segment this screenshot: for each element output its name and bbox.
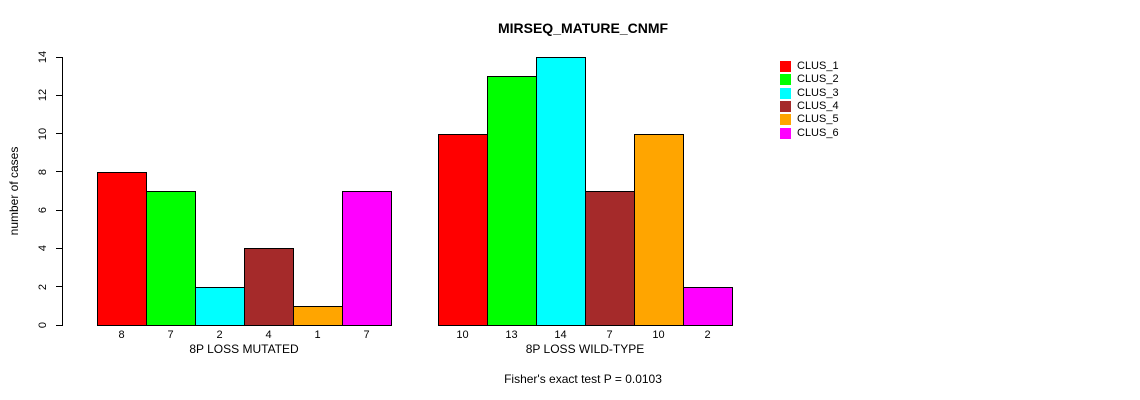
bar-value-label: 13 xyxy=(505,329,518,341)
y-axis-title: number of cases xyxy=(7,146,21,236)
bar-value-label: 10 xyxy=(652,329,665,341)
y-tick-mark xyxy=(56,56,62,58)
y-tick-label: 14 xyxy=(37,50,49,64)
y-tick-mark xyxy=(56,133,62,135)
y-tick-label: 8 xyxy=(37,168,49,175)
y-tick-mark xyxy=(56,94,62,96)
y-tick-mark xyxy=(56,324,62,326)
legend-swatch xyxy=(780,74,791,86)
bar-value-label: 4 xyxy=(265,329,272,341)
bar xyxy=(683,286,733,326)
bar xyxy=(585,191,635,326)
y-tick-label: 2 xyxy=(37,283,49,290)
y-tick-label: 4 xyxy=(37,245,49,252)
y-tick-mark xyxy=(56,247,62,249)
group-label: 8P LOSS WILD-TYPE xyxy=(525,342,645,356)
y-tick-label: 6 xyxy=(37,207,49,214)
bar xyxy=(293,305,343,326)
bar-value-label: 7 xyxy=(167,329,174,341)
bar-value-label: 7 xyxy=(363,329,370,341)
bar-value-label: 8 xyxy=(118,329,125,341)
legend-swatch xyxy=(780,127,791,139)
chart-title: MIRSEQ_MATURE_CNMF xyxy=(497,20,669,36)
legend-label: CLUS_2 xyxy=(797,73,839,86)
bar xyxy=(342,191,392,326)
bar xyxy=(536,57,586,326)
y-tick-mark xyxy=(56,209,62,211)
bar-value-label: 7 xyxy=(606,329,613,341)
legend-label: CLUS_5 xyxy=(797,113,839,126)
y-axis-line xyxy=(62,57,63,326)
legend-swatch xyxy=(780,114,791,126)
annotation-text: Fisher's exact test P = 0.0103 xyxy=(504,372,662,386)
bar-value-label: 2 xyxy=(216,329,223,341)
bar-value-label: 2 xyxy=(704,329,711,341)
bar xyxy=(195,286,245,326)
bar xyxy=(146,191,196,326)
legend-label: CLUS_1 xyxy=(797,60,839,72)
legend-label: CLUS_6 xyxy=(797,126,839,139)
bar-value-label: 10 xyxy=(456,329,469,341)
y-tick-label: 10 xyxy=(37,127,49,140)
legend-swatch xyxy=(780,100,791,112)
bar xyxy=(634,133,684,326)
bar xyxy=(487,76,537,326)
y-tick-mark xyxy=(56,171,62,173)
y-tick-mark xyxy=(56,286,62,288)
bar xyxy=(438,133,488,326)
bar xyxy=(244,248,294,326)
y-tick-label: 12 xyxy=(37,89,49,102)
legend-label: CLUS_3 xyxy=(797,86,839,99)
legend-swatch xyxy=(780,61,791,72)
bar-value-label: 1 xyxy=(314,329,321,341)
y-tick-label: 0 xyxy=(37,321,49,329)
group-label: 8P LOSS MUTATED xyxy=(189,342,299,356)
legend-swatch xyxy=(780,87,791,99)
bar-value-label: 14 xyxy=(554,329,567,341)
legend-label: CLUS_4 xyxy=(797,99,839,112)
bar xyxy=(97,171,147,326)
